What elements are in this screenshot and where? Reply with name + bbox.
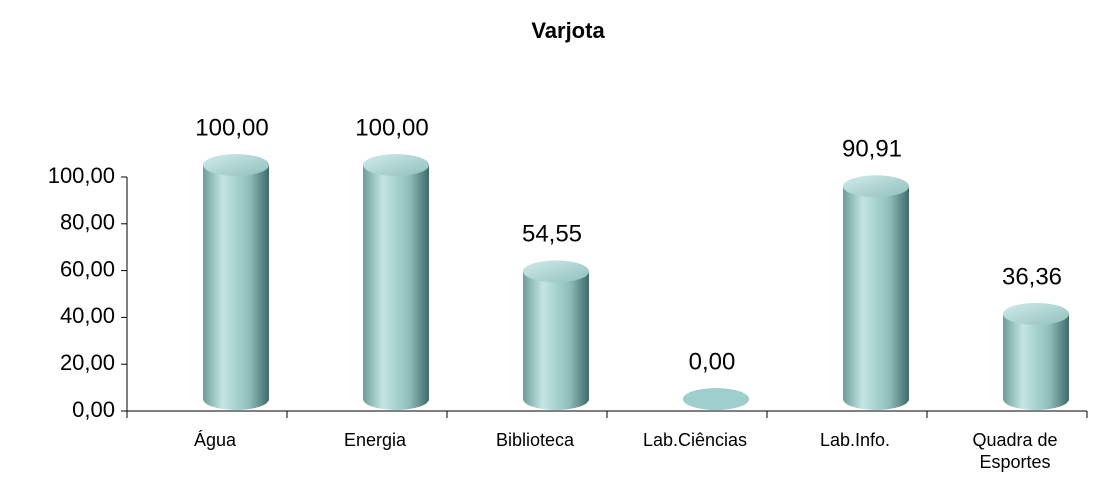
bar	[363, 154, 429, 410]
x-tick-label: Energia	[344, 430, 407, 450]
bar-body	[363, 165, 429, 410]
y-tick-label: 40,00	[60, 303, 115, 328]
bar-body	[203, 165, 269, 410]
bar-body	[1003, 313, 1069, 410]
data-label: 90,91	[842, 136, 902, 163]
data-label: 100,00	[195, 114, 268, 141]
bar	[843, 175, 909, 410]
data-label: 0,00	[689, 348, 736, 375]
x-tick-label: Lab.Ciências	[643, 430, 747, 450]
data-label: 100,00	[355, 114, 428, 141]
x-tick-label: Quadra de Esportes	[972, 430, 1057, 472]
bar-top	[683, 388, 749, 410]
x-tick-label: Biblioteca	[496, 430, 575, 450]
bar-body	[523, 271, 589, 410]
x-tick-label: Água	[194, 430, 237, 450]
x-tick-label: Lab.Info.	[820, 430, 890, 450]
bar	[1003, 302, 1069, 410]
y-tick-label: 100,00	[48, 163, 115, 188]
bar	[523, 260, 589, 410]
y-tick-label: 60,00	[60, 256, 115, 281]
chart-title: Varjota	[531, 18, 605, 43]
y-tick-label: 0,00	[72, 397, 115, 422]
bar-body	[843, 186, 909, 410]
bar-top	[843, 175, 909, 198]
bar	[683, 388, 749, 410]
bar	[203, 154, 269, 410]
y-tick-label: 80,00	[60, 210, 115, 235]
data-label: 54,55	[522, 221, 582, 248]
bar-top	[363, 154, 429, 176]
bar-top	[523, 260, 589, 283]
bar-top	[203, 154, 269, 176]
bar-top	[1003, 302, 1069, 325]
data-label: 36,36	[1002, 263, 1062, 290]
y-tick-label: 20,00	[60, 350, 115, 375]
